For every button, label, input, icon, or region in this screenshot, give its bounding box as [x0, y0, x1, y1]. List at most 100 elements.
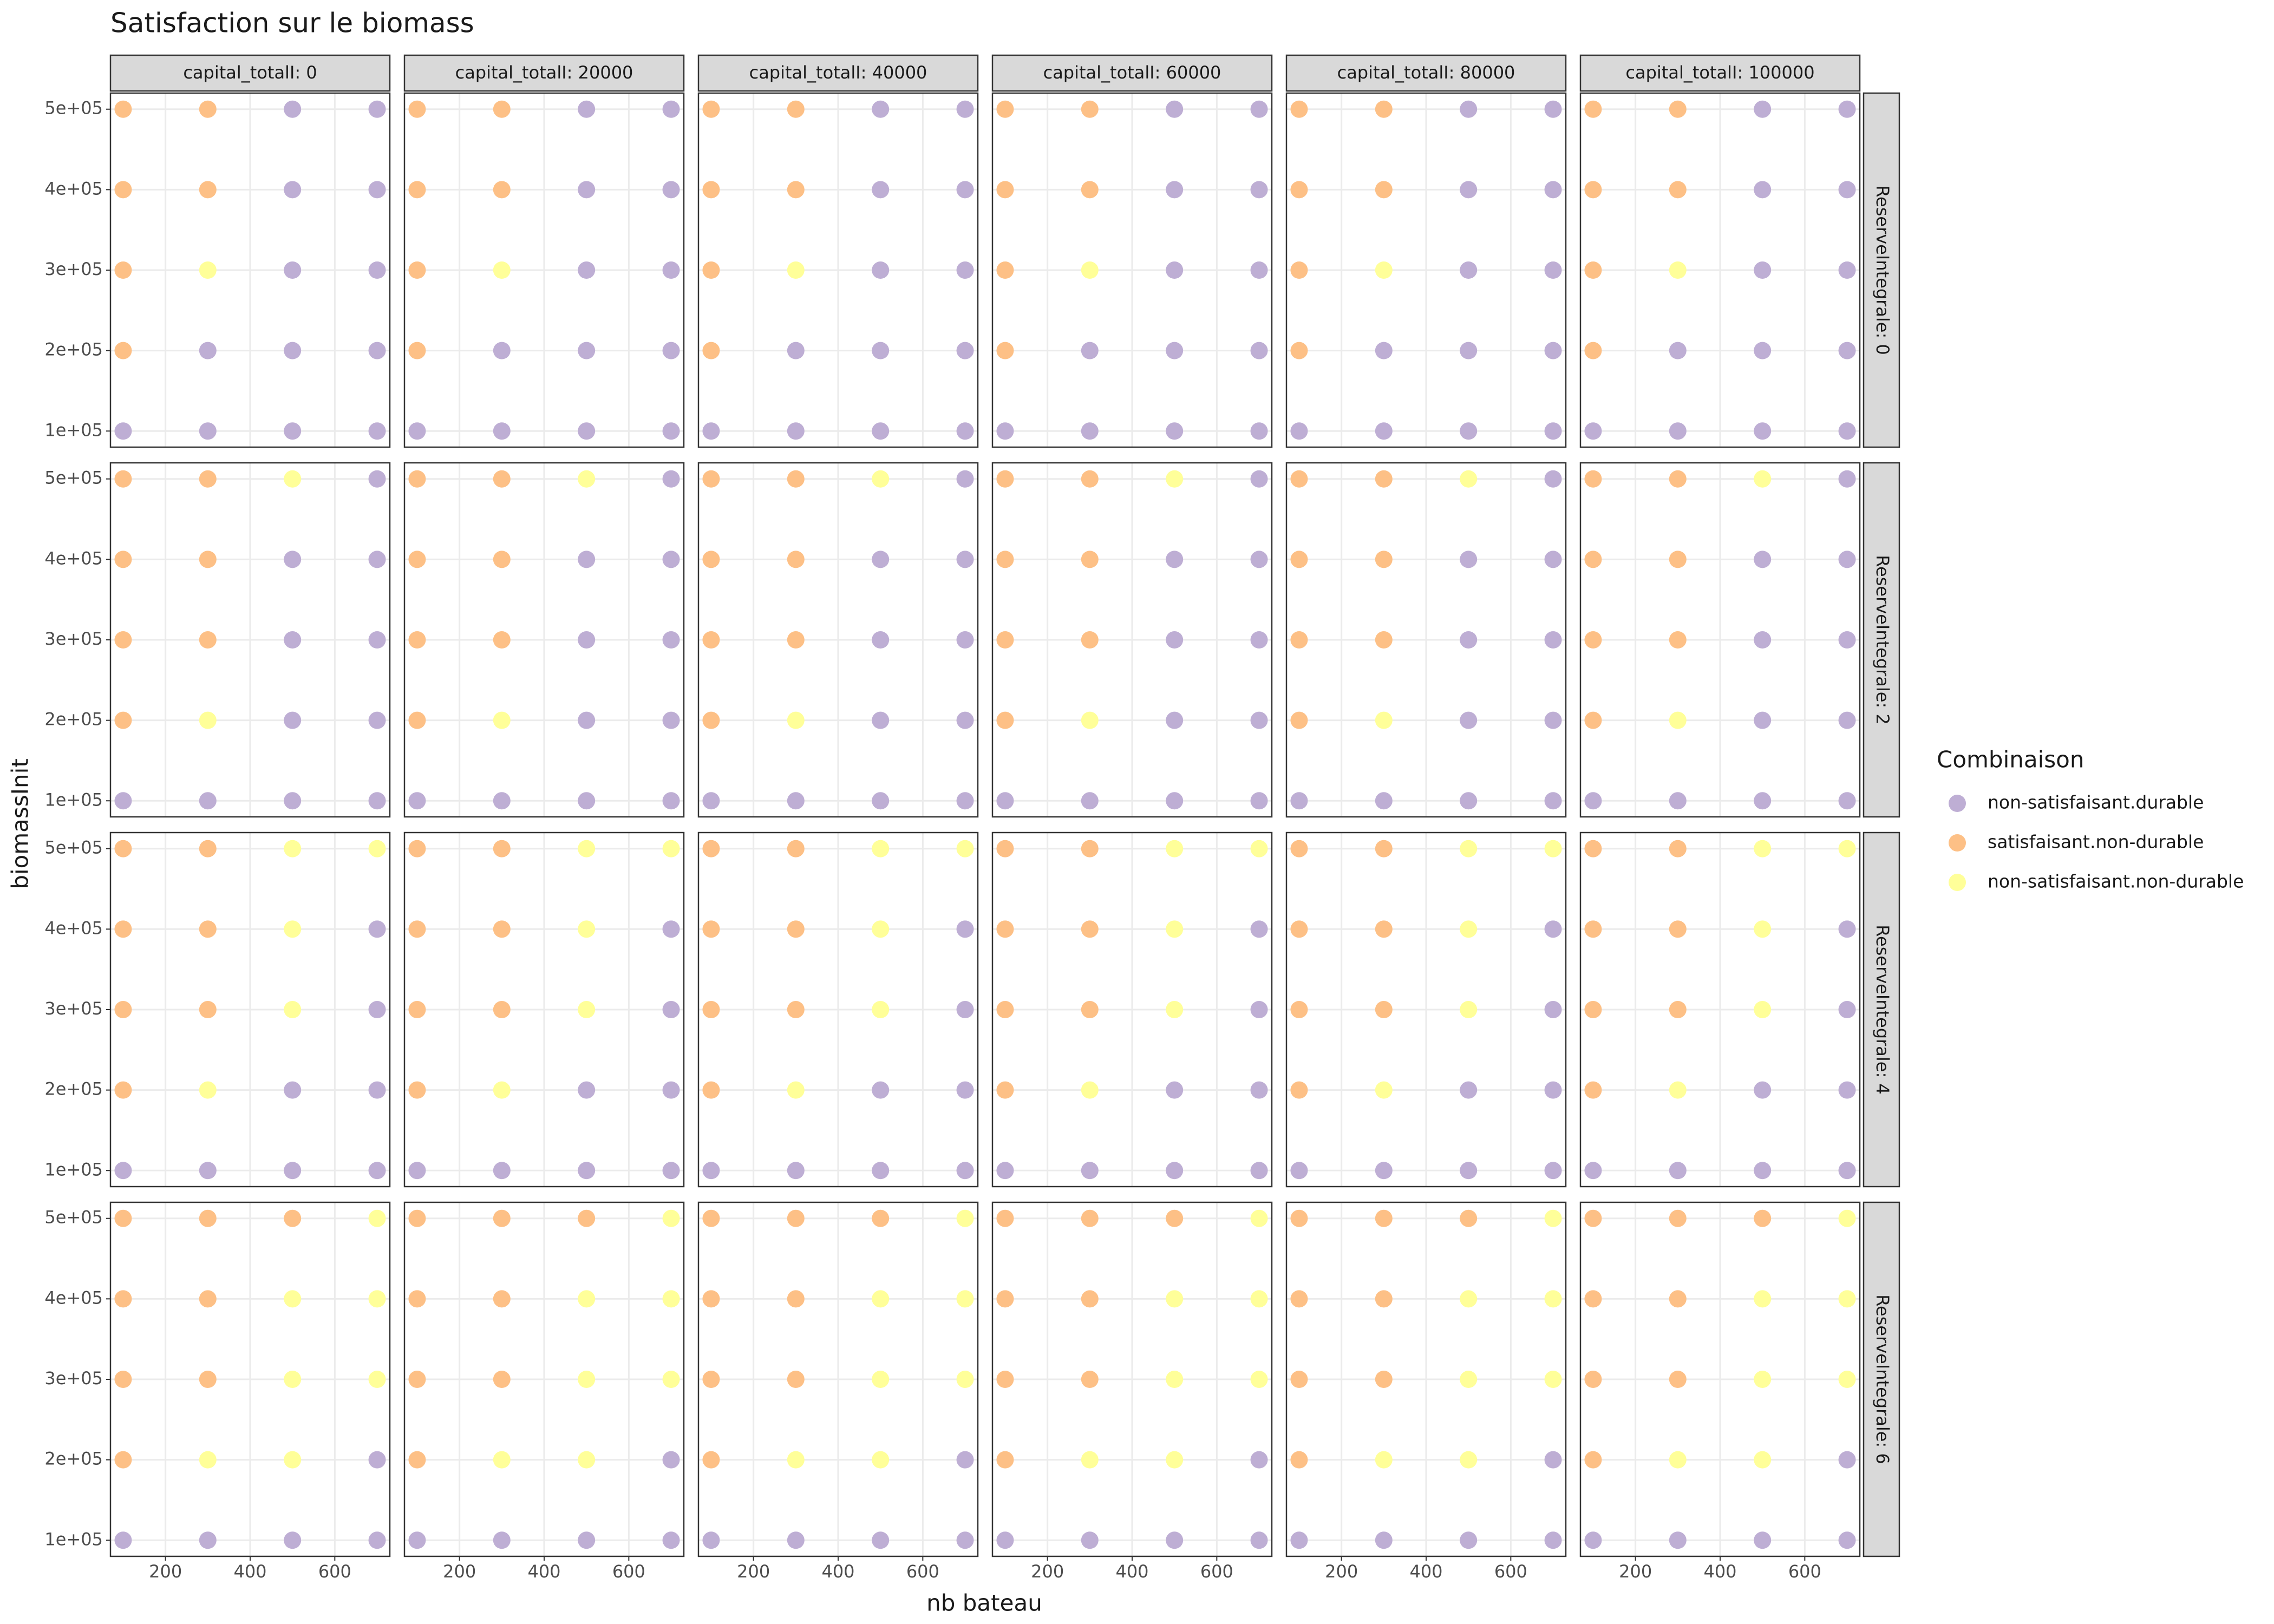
point	[702, 840, 720, 857]
point	[702, 1209, 720, 1227]
point	[787, 840, 805, 857]
point	[1838, 920, 1856, 938]
point	[114, 1162, 132, 1180]
point	[1584, 840, 1602, 857]
row-strip	[1863, 1201, 1900, 1557]
point	[578, 1209, 596, 1227]
point	[956, 1531, 974, 1549]
y-tick-label: 1e+05	[44, 1159, 103, 1180]
point	[702, 1290, 720, 1308]
point	[956, 181, 974, 199]
point	[1754, 1162, 1772, 1180]
point	[1544, 470, 1562, 488]
point	[1166, 711, 1184, 729]
point	[1081, 551, 1099, 568]
point	[114, 1081, 132, 1099]
point	[996, 342, 1014, 359]
point	[787, 1209, 805, 1227]
point	[662, 920, 680, 938]
point	[956, 1290, 974, 1308]
point	[114, 1531, 132, 1549]
point	[493, 1531, 511, 1549]
point	[1081, 1209, 1099, 1227]
y-tick-label: 2e+05	[44, 1079, 103, 1099]
point	[1584, 342, 1602, 359]
point	[1544, 1001, 1562, 1018]
point	[578, 181, 596, 199]
point	[1460, 1162, 1478, 1180]
point	[1250, 1531, 1268, 1549]
y-tick-label: 4e+05	[44, 1287, 103, 1308]
point	[199, 261, 217, 279]
point	[1460, 1531, 1478, 1549]
point	[493, 342, 511, 359]
y-axis-title: biomassInit	[7, 758, 34, 889]
point	[1290, 261, 1308, 279]
column-strip-label: capital_totalI: 80000	[1337, 62, 1515, 83]
point	[1250, 100, 1268, 118]
y-tick-label: 5e+05	[44, 98, 103, 119]
legend-marker	[1949, 834, 1966, 852]
point	[1166, 100, 1184, 118]
point	[1250, 422, 1268, 440]
point	[996, 1209, 1014, 1227]
point	[1460, 1371, 1478, 1388]
panel-border	[403, 831, 685, 1188]
point	[1460, 1001, 1478, 1018]
point	[1584, 631, 1602, 649]
point	[1669, 551, 1687, 568]
point	[1669, 1531, 1687, 1549]
point	[1375, 1209, 1393, 1227]
point	[1081, 342, 1099, 359]
point	[956, 631, 974, 649]
point	[1250, 1001, 1268, 1018]
point	[199, 792, 217, 810]
y-tick-label: 1e+05	[44, 1529, 103, 1549]
point	[408, 711, 426, 729]
point	[787, 261, 805, 279]
point	[1290, 711, 1308, 729]
point	[1838, 551, 1856, 568]
x-tick-label: 200	[737, 1561, 770, 1582]
panel-border	[1285, 92, 1567, 448]
point	[1838, 181, 1856, 199]
point	[956, 840, 974, 857]
point	[1166, 840, 1184, 857]
point	[1250, 1081, 1268, 1099]
point	[1460, 422, 1478, 440]
row-strip-label: ReserveIntegrale: 0	[1872, 185, 1893, 355]
point	[1166, 470, 1184, 488]
y-tick-label: 3e+05	[44, 628, 103, 649]
point	[1584, 1290, 1602, 1308]
x-tick-label: 600	[1200, 1561, 1233, 1582]
point	[956, 470, 974, 488]
point	[114, 840, 132, 857]
point	[662, 1451, 680, 1469]
point	[662, 840, 680, 857]
point	[1081, 470, 1099, 488]
point	[1375, 711, 1393, 729]
point	[199, 1451, 217, 1469]
point	[578, 1290, 596, 1308]
column-strip	[1579, 54, 1861, 92]
point	[787, 422, 805, 440]
point	[1250, 261, 1268, 279]
point	[662, 181, 680, 199]
point	[662, 1290, 680, 1308]
point	[1544, 1209, 1562, 1227]
point	[1250, 342, 1268, 359]
point	[493, 261, 511, 279]
legend-label: non-satisfaisant.non-durable	[1988, 871, 2244, 892]
point	[787, 342, 805, 359]
point	[1290, 181, 1308, 199]
point	[578, 1371, 596, 1388]
point	[956, 792, 974, 810]
point	[114, 711, 132, 729]
point	[493, 181, 511, 199]
point	[199, 1531, 217, 1549]
point	[408, 261, 426, 279]
point	[956, 551, 974, 568]
point	[284, 342, 302, 359]
row-strip	[1863, 462, 1900, 818]
point	[996, 470, 1014, 488]
